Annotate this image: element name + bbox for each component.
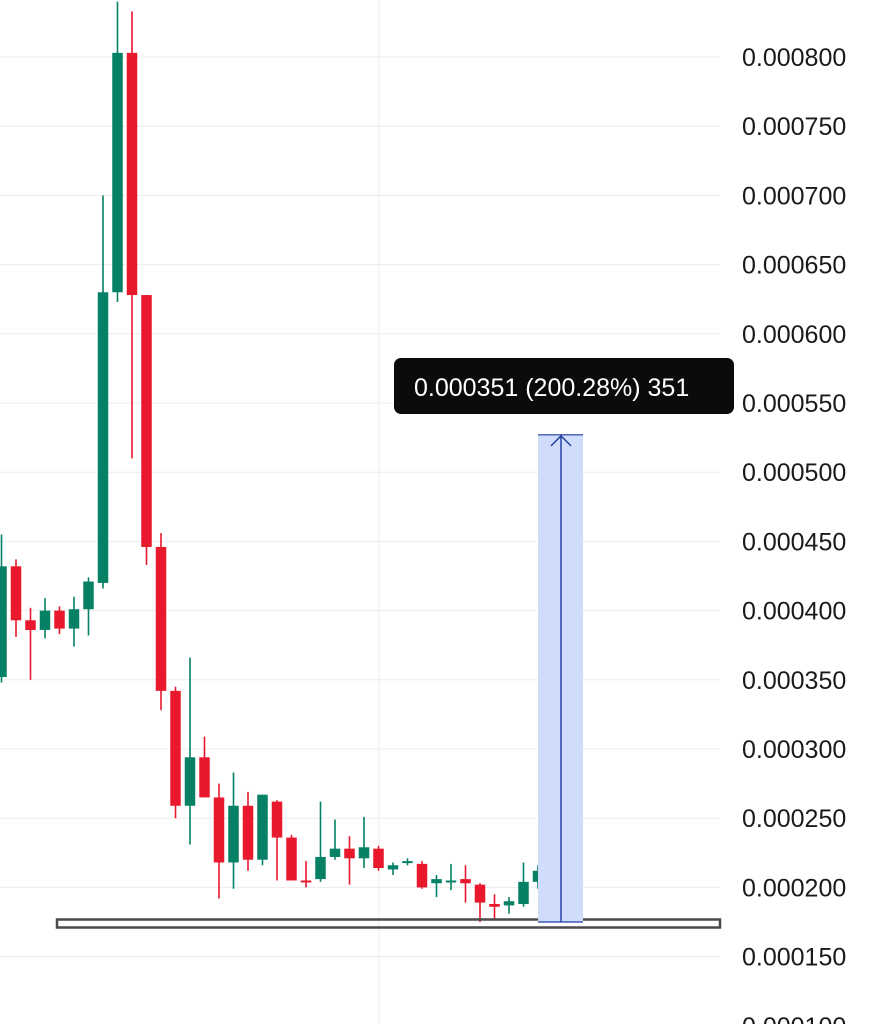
price-tick-label: 0.000350 [742, 667, 846, 695]
measure-tool[interactable] [55, 434, 722, 929]
candle-up[interactable] [431, 874, 442, 898]
price-tick-label: 0.000200 [742, 874, 846, 902]
candle-body [271, 801, 283, 838]
price-tick-label: 0.000700 [742, 182, 846, 210]
candle-up[interactable] [97, 195, 109, 589]
candle-down[interactable] [373, 845, 384, 871]
price-tick-label: 0.000600 [742, 321, 846, 349]
candle-down[interactable] [489, 894, 500, 921]
candle-down[interactable] [141, 295, 152, 565]
candles-layer [0, 1, 558, 922]
candle-body [257, 794, 268, 860]
measure-tooltip: 0.000351 (200.28%) 351 [394, 358, 734, 414]
candle-body [358, 847, 370, 859]
candle-body [329, 848, 341, 857]
candle-up[interactable] [68, 596, 80, 647]
candle-down[interactable] [474, 883, 486, 922]
price-tick-label: 0.000150 [742, 944, 846, 972]
candle-up[interactable] [112, 1, 123, 302]
price-tick-label: 0.000250 [742, 805, 846, 833]
candle-down[interactable] [25, 607, 36, 680]
candle-down[interactable] [460, 865, 471, 903]
candle-body [416, 863, 428, 888]
candle-body [474, 884, 486, 903]
candle-up[interactable] [445, 863, 457, 891]
candle-body [387, 865, 399, 870]
price-tick-label: 0.000400 [742, 598, 846, 626]
candle-down[interactable] [54, 606, 65, 635]
candle-body [503, 901, 515, 906]
price-tick-label: 0.000750 [742, 113, 846, 141]
candle-body [83, 581, 94, 610]
candle-down[interactable] [213, 783, 225, 899]
candle-down[interactable] [155, 533, 167, 711]
candle-down[interactable] [286, 834, 297, 881]
candle-body [199, 757, 210, 798]
candle-up[interactable] [0, 534, 7, 683]
candle-up[interactable] [503, 897, 515, 914]
candle-down[interactable] [300, 861, 312, 888]
candle-body [242, 805, 254, 860]
candle-body [126, 52, 138, 296]
candle-up[interactable] [257, 794, 268, 866]
candle-down[interactable] [242, 791, 254, 871]
candle-down[interactable] [344, 836, 355, 885]
tooltip-label: 0.000351 (200.28%) 351 [414, 374, 689, 402]
price-tick-label: 0.000300 [742, 736, 846, 764]
candle-body [489, 904, 500, 907]
price-tick-label: 0.000650 [742, 252, 846, 280]
candle-body [10, 566, 22, 621]
candle-up[interactable] [387, 862, 399, 875]
candle-up[interactable] [315, 801, 326, 882]
candle-body [344, 848, 355, 859]
candle-up[interactable] [228, 772, 239, 889]
candle-body [141, 295, 152, 547]
candle-up[interactable] [358, 816, 370, 869]
price-tick-label: 0.000800 [742, 44, 846, 72]
candle-down[interactable] [170, 686, 181, 819]
candle-body [155, 546, 167, 691]
candle-body [286, 837, 297, 881]
price-tick-label: 0.000500 [742, 459, 846, 487]
candle-up[interactable] [184, 657, 196, 845]
candle-up[interactable] [39, 598, 51, 639]
candle-body [460, 879, 471, 884]
candle-body [300, 880, 312, 883]
candle-body [184, 757, 196, 806]
candle-body [54, 610, 65, 629]
candle-body [0, 566, 7, 678]
candle-down[interactable] [271, 800, 283, 881]
candle-body [228, 805, 239, 863]
candle-down[interactable] [10, 559, 22, 637]
candle-body [170, 690, 181, 806]
candle-body [213, 797, 225, 863]
grid-layer [0, 0, 720, 1024]
candle-down[interactable] [199, 736, 210, 798]
price-tick-label: 0.000450 [742, 528, 846, 556]
arrow-up-icon [550, 434, 572, 447]
price-tick-label: 0.000100 [742, 1013, 846, 1024]
candle-up[interactable] [329, 819, 341, 860]
candle-body [402, 861, 413, 864]
candle-body [518, 881, 529, 905]
price-axis[interactable]: 0.000800 0.000750 0.000700 0.000650 0.000600… [742, 44, 846, 1024]
candle-down[interactable] [126, 11, 138, 459]
tooltip-background [394, 358, 734, 414]
candle-up[interactable] [402, 858, 413, 866]
candle-body [315, 856, 326, 880]
candle-body [39, 610, 51, 630]
candle-body [112, 52, 123, 293]
candle-up[interactable] [83, 577, 94, 636]
price-tick-label: 0.000550 [742, 390, 846, 418]
candle-down[interactable] [416, 861, 428, 889]
candle-up[interactable] [518, 862, 529, 907]
candle-body [431, 879, 442, 884]
candle-body [445, 880, 457, 883]
candle-body [25, 620, 36, 630]
candle-body [68, 609, 80, 629]
support-level-line[interactable] [55, 918, 722, 929]
candle-body [97, 292, 109, 583]
candle-body [373, 848, 384, 869]
